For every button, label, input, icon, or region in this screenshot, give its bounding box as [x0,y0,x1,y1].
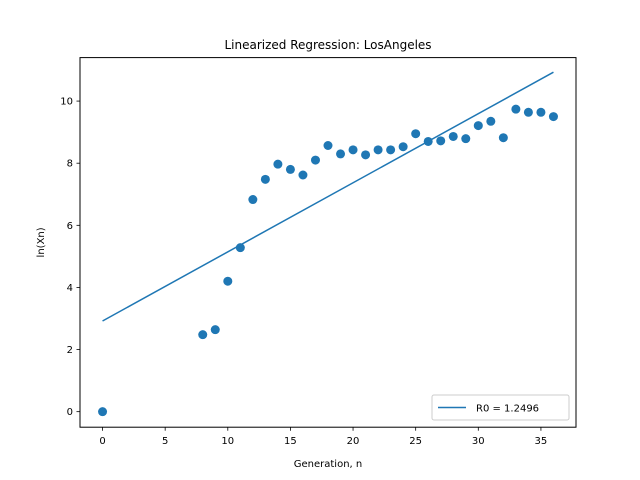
y-tick-label: 6 [67,221,73,232]
x-tick-label: 5 [162,436,168,447]
legend: R0 = 1.2496 [431,394,570,421]
data-point [210,325,220,335]
x-tick-label: 0 [99,436,105,447]
data-point [235,243,245,253]
data-point [310,155,320,165]
data-point [448,131,458,141]
data-point [548,112,558,122]
x-tick-label: 10 [221,436,234,447]
data-point [523,107,533,117]
regression-line-layer [102,71,554,322]
data-point [223,276,233,286]
data-point [348,145,358,155]
legend-box [431,394,570,421]
data-point [398,142,408,152]
data-point [498,133,508,143]
data-point [198,330,208,340]
data-point [536,107,546,117]
y-tick-label: 8 [67,159,73,170]
data-point [423,136,433,146]
x-tick-label: 20 [347,436,360,447]
x-axis-ticks: 0 5 10 15 20 25 30 35 [99,427,547,447]
y-tick-label: 10 [60,97,73,108]
data-point [260,174,270,184]
data-point [285,164,295,174]
legend-label: R0 = 1.2496 [476,404,539,415]
x-axis-label: Generation, n [294,459,362,470]
data-points [98,104,558,417]
data-point [273,159,283,169]
data-point [248,195,258,205]
data-point [98,407,108,417]
regression-line [102,71,554,322]
y-tick-label: 2 [67,345,73,356]
x-tick-label: 35 [535,436,548,447]
plot-area [80,57,576,428]
data-point [298,170,308,180]
data-point [386,145,396,155]
x-tick-label: 25 [409,436,422,447]
data-point [361,150,371,160]
y-tick-label: 0 [67,407,73,418]
data-point [436,136,446,146]
y-axis-label: ln(Xn) [36,227,47,257]
chart-title: Linearized Regression: LosAngeles [224,38,431,52]
y-tick-label: 4 [67,283,73,294]
x-tick-label: 30 [472,436,485,447]
x-tick-label: 15 [284,436,297,447]
data-point [461,134,471,144]
data-point [486,116,496,126]
data-point [511,104,521,114]
data-point [473,121,483,131]
data-point [373,145,383,155]
data-point [336,149,346,159]
data-point [411,129,421,139]
plot-frame [79,57,577,428]
data-point [323,140,333,150]
y-axis-ticks: 0 2 4 6 8 10 [60,97,80,418]
